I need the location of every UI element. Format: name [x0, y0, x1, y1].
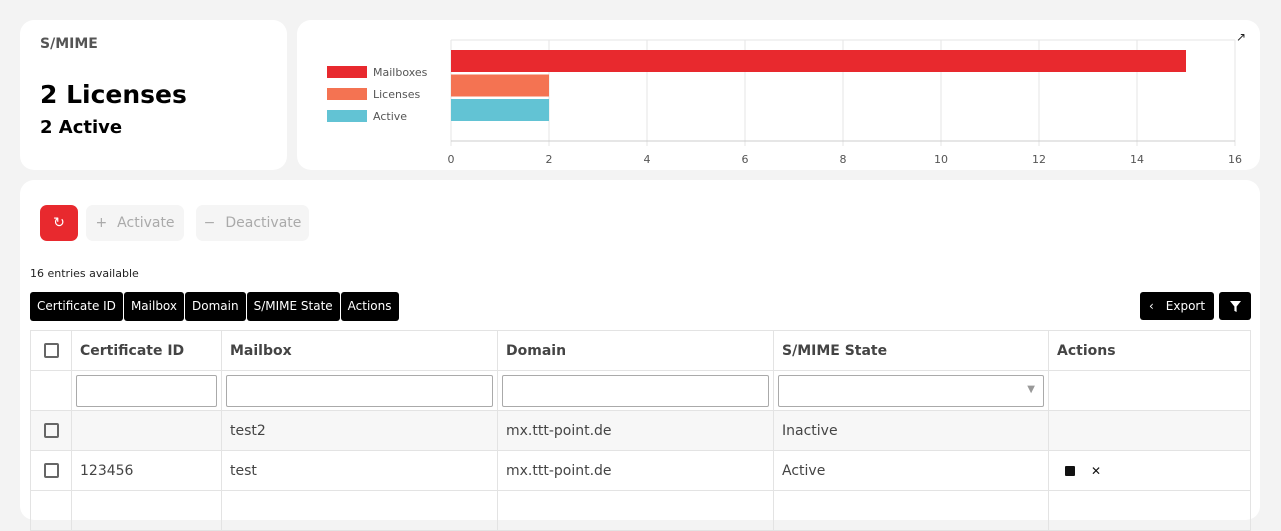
minus-icon: − — [203, 215, 216, 231]
cell-mailbox: test2 — [221, 410, 498, 451]
toggle-domain[interactable]: Domain — [185, 292, 246, 321]
select-all-checkbox[interactable] — [43, 343, 59, 358]
filter-certificate-id[interactable] — [76, 374, 217, 407]
legend-swatch — [327, 66, 367, 78]
legend-label: Active — [373, 110, 407, 123]
header-smime-state[interactable]: S/MIME State — [773, 330, 1049, 371]
bar-active — [451, 99, 549, 121]
table-card: ↻ + Activate − Deactivate 16 entries avail… — [20, 180, 1260, 531]
license-chart: 0 2 4 6 8 10 12 14 16 Mailboxes Licenses Active — [327, 39, 1242, 166]
entries-count: 16 entries available — [30, 267, 139, 280]
header-mailbox[interactable]: Mailbox — [221, 330, 498, 371]
x-tick-label: 8 — [840, 153, 847, 166]
refresh-button[interactable]: ↻ — [40, 205, 78, 241]
filter-mailbox[interactable] — [226, 374, 493, 407]
x-tick-label: 10 — [934, 153, 948, 166]
table-row[interactable]: test2 mx.ttt-point.de Inactive — [30, 410, 1251, 451]
x-tick-label: 16 — [1228, 153, 1242, 166]
refresh-icon: ↻ — [53, 215, 65, 231]
cell-certificate-id — [71, 410, 222, 451]
legend-label: Mailboxes — [373, 66, 428, 79]
activate-button[interactable]: + Activate — [86, 205, 184, 241]
legend-swatch — [327, 110, 367, 122]
toggle-smime-state[interactable]: S/MIME State — [246, 292, 340, 321]
filter-button[interactable] — [1219, 292, 1251, 320]
cell-smime-state: Inactive — [773, 410, 1049, 451]
toggle-mailbox[interactable]: Mailbox — [123, 292, 185, 321]
x-tick-label: 2 — [546, 153, 553, 166]
toggle-actions[interactable]: Actions — [340, 292, 399, 321]
x-tick-label: 6 — [742, 153, 749, 166]
x-tick-label: 14 — [1130, 153, 1144, 166]
cell-smime-state: Active — [773, 450, 1049, 491]
deactivate-button[interactable]: − Deactivate — [196, 205, 309, 241]
close-icon[interactable]: ✕ — [1091, 463, 1102, 478]
license-summary-card: S/MIME 2 Licenses 2 Active — [20, 20, 287, 170]
licenses-count: 2 Licenses — [40, 80, 187, 109]
table-row[interactable]: 123456 test mx.ttt-point.de Active ✕ — [30, 450, 1251, 491]
x-tick-label: 0 — [448, 153, 455, 166]
x-tick-label: 4 — [644, 153, 651, 166]
row-checkbox[interactable] — [43, 423, 59, 438]
save-icon[interactable] — [1065, 465, 1075, 476]
cell-domain: mx.ttt-point.de — [497, 450, 774, 491]
toggle-certificate-id[interactable]: Certificate ID — [30, 292, 123, 321]
chevron-left-icon: ‹ — [1148, 299, 1154, 313]
cell-certificate-id: 123456 — [71, 450, 222, 491]
cell-mailbox: test — [221, 450, 498, 491]
chart-card: 0 2 4 6 8 10 12 14 16 Mailboxes Licenses Active ↗ — [297, 20, 1260, 170]
cell-domain: mx.ttt-point.de — [497, 410, 774, 451]
filter-row: ▼ — [30, 370, 1251, 411]
filter-icon — [1229, 300, 1241, 312]
smime-table: Certificate ID Mailbox Domain S/MIME Sta… — [30, 330, 1251, 531]
header-certificate-id[interactable]: Certificate ID — [71, 330, 222, 371]
external-link-icon[interactable]: ↗ — [1235, 30, 1246, 44]
filter-smime-state-select[interactable]: ▼ — [778, 374, 1044, 407]
bar-licenses — [451, 74, 549, 97]
header-row: Certificate ID Mailbox Domain S/MIME Sta… — [30, 330, 1251, 371]
export-button[interactable]: ‹ Export — [1140, 292, 1214, 320]
row-checkbox[interactable] — [43, 463, 59, 478]
filter-domain[interactable] — [502, 374, 769, 407]
x-tick-label: 12 — [1032, 153, 1046, 166]
header-actions: Actions — [1048, 330, 1251, 371]
bar-mailboxes — [451, 50, 1186, 72]
column-toggles: Certificate ID Mailbox Domain S/MIME Sta… — [30, 292, 400, 321]
plus-icon: + — [95, 215, 108, 231]
card-title: S/MIME — [40, 36, 98, 52]
legend-swatch — [327, 88, 367, 100]
header-domain[interactable]: Domain — [497, 330, 774, 371]
active-count: 2 Active — [40, 117, 123, 138]
legend-label: Licenses — [373, 88, 420, 101]
caret-down-icon: ▼ — [1027, 383, 1035, 395]
